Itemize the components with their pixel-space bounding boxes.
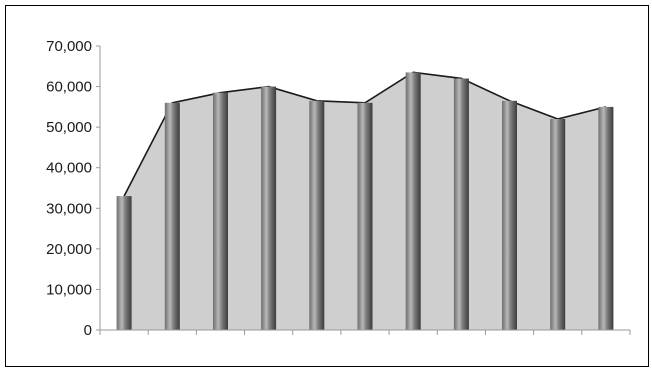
bar-series <box>116 72 614 331</box>
bar-10 <box>550 119 566 330</box>
y-tick-label: 70,000 <box>46 38 92 55</box>
bar-1 <box>116 196 132 330</box>
bar-2 <box>164 102 180 330</box>
y-tick-label: 60,000 <box>46 79 92 96</box>
y-tick-label: 10,000 <box>46 281 92 298</box>
bar-6 <box>357 102 373 330</box>
y-tick-labels: 0 10,000 20,000 30,000 40,000 50,000 60,000 70,… <box>46 38 100 339</box>
bar-9 <box>502 100 517 330</box>
bar-8 <box>453 78 469 330</box>
bar-7 <box>405 72 421 331</box>
y-tick-label: 40,000 <box>46 160 92 177</box>
bar-11 <box>598 106 614 331</box>
axes <box>99 46 631 335</box>
bar-3 <box>213 92 228 330</box>
y-tick-label: 30,000 <box>46 200 92 217</box>
y-tick-label: 50,000 <box>46 119 92 136</box>
bar-5 <box>309 100 325 330</box>
y-tick-label: 20,000 <box>46 241 92 258</box>
y-tick-label: 0 <box>84 322 92 339</box>
bar-4 <box>261 86 277 330</box>
